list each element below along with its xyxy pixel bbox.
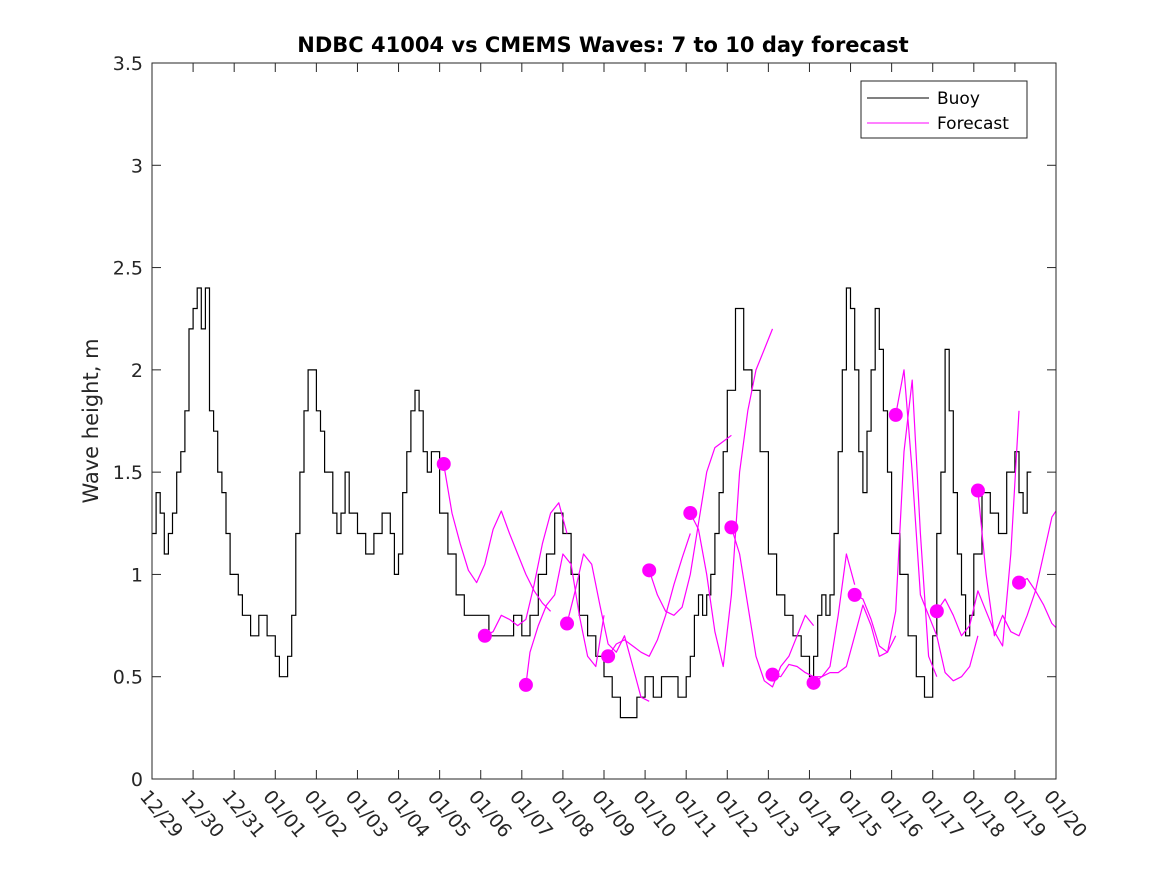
plot-frame (151, 62, 1057, 780)
y-tick-label: 2 (131, 360, 143, 382)
forecast-series-line-8 (730, 527, 815, 688)
buoy-series-line (152, 287, 1032, 719)
forecast-start-marker (683, 506, 698, 521)
forecast-start-marker (724, 520, 739, 535)
forecast-start-marker (929, 604, 944, 619)
legend-buoy-label: Buoy (937, 89, 980, 109)
forecast-start-marker (436, 456, 451, 471)
forecast-series-line-15 (1018, 577, 1057, 629)
forecast-series-line-11 (854, 379, 938, 677)
series-layer (152, 287, 1057, 719)
forecast-series-line-7 (689, 328, 774, 668)
legend: Buoy Forecast (860, 80, 1028, 139)
y-tick-label: 1.5 (113, 462, 143, 484)
forecast-series-line-13 (936, 410, 1020, 647)
forecast-series-line-5 (607, 533, 691, 657)
legend-box (860, 80, 1028, 139)
forecast-series-line-3 (525, 553, 605, 685)
forecast-start-marker (642, 563, 657, 578)
forecast-series-line-12 (895, 369, 979, 682)
forecast-start-marker (765, 667, 780, 682)
forecast-start-marker (560, 616, 575, 631)
forecast-start-marker (518, 677, 533, 692)
forecast-start-marker (601, 649, 616, 664)
forecast-start-marker (888, 407, 903, 422)
forecast-start-marker (806, 675, 821, 690)
forecast-series-line-10 (813, 604, 897, 684)
forecast-start-marker (1012, 575, 1027, 590)
forecast-start-marker (847, 587, 862, 602)
forecast-series-line-6 (648, 434, 732, 616)
y-tick-label: 0.5 (113, 667, 143, 689)
y-axis: 0 0.5 1 1.5 2 2.5 3 3.5 (113, 53, 1056, 791)
y-tick-label: 3.5 (113, 53, 143, 75)
y-tick-label: 0 (131, 769, 143, 791)
y-tick-label: 1 (131, 564, 143, 586)
chart-title: NDBC 41004 vs CMEMS Waves: 7 to 10 day f… (297, 33, 908, 57)
forecast-series-line-4 (566, 553, 650, 702)
forecast-start-marker (477, 628, 492, 643)
legend-forecast-label: Forecast (937, 114, 1009, 134)
marker-layer (436, 407, 1027, 692)
y-axis-label: Wave height, m (79, 338, 103, 503)
y-tick-label: 2.5 (113, 258, 143, 280)
y-tick-label: 3 (131, 155, 143, 177)
forecast-start-marker (970, 483, 985, 498)
forecast-series-line-2 (484, 502, 568, 637)
forecast-series-line-14 (977, 490, 1057, 637)
